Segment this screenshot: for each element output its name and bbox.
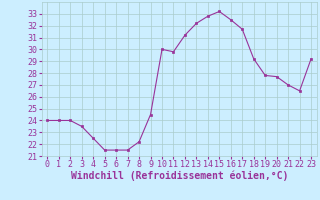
X-axis label: Windchill (Refroidissement éolien,°C): Windchill (Refroidissement éolien,°C) [70,171,288,181]
